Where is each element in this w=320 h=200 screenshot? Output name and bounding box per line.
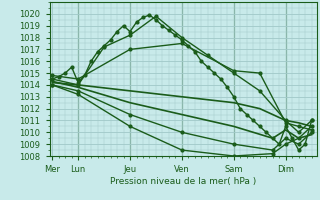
X-axis label: Pression niveau de la mer( hPa ): Pression niveau de la mer( hPa ) bbox=[110, 177, 256, 186]
